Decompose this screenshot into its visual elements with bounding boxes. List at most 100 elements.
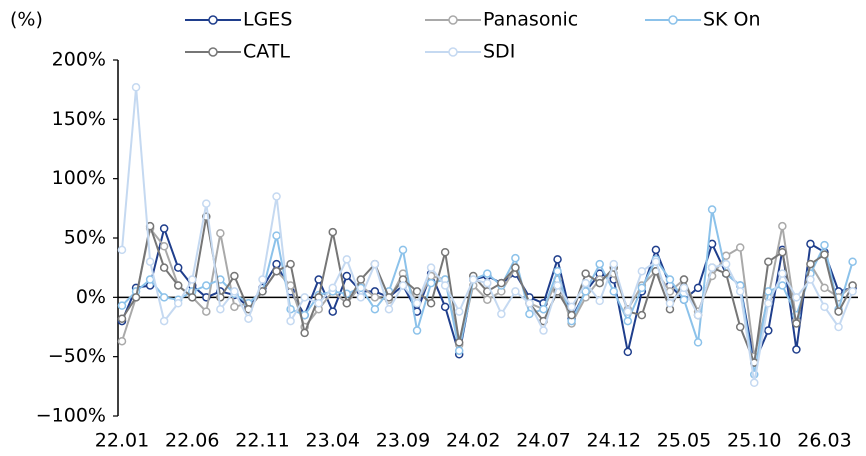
data-point <box>483 278 492 288</box>
data-point <box>707 263 717 272</box>
data-point <box>117 336 127 346</box>
data-point <box>609 259 618 269</box>
data-point <box>370 259 380 269</box>
legend-marker <box>448 47 458 57</box>
data-point <box>314 299 323 308</box>
data-point <box>145 275 155 284</box>
data-point <box>188 275 197 284</box>
data-point <box>820 283 829 293</box>
data-point <box>370 304 380 314</box>
data-point <box>679 275 689 284</box>
data-point <box>426 278 436 288</box>
data-point <box>272 231 281 240</box>
y-tick-label: −100% <box>36 405 106 427</box>
data-point <box>820 240 829 250</box>
data-point <box>173 263 183 272</box>
data-point <box>356 275 366 284</box>
x-tick-label: 24.02 <box>446 430 500 452</box>
data-point <box>792 345 801 354</box>
data-point <box>511 253 520 263</box>
data-point <box>511 287 520 296</box>
data-point <box>623 307 633 316</box>
data-point <box>328 283 337 293</box>
data-point <box>721 269 731 278</box>
x-tick-label: 22.11 <box>235 430 289 452</box>
data-point <box>848 257 857 266</box>
data-point <box>623 316 633 326</box>
data-point <box>117 245 127 255</box>
data-point <box>764 299 773 308</box>
data-point <box>412 287 422 296</box>
data-point <box>342 299 352 308</box>
data-point <box>764 326 773 335</box>
y-tick-label: 200% <box>52 49 106 71</box>
data-point <box>595 278 604 288</box>
data-point <box>637 310 647 320</box>
data-point <box>820 302 829 312</box>
data-point <box>497 309 506 319</box>
data-point <box>454 346 464 355</box>
data-point <box>159 293 169 302</box>
data-point <box>412 326 422 335</box>
x-tick-label: 25.10 <box>727 430 781 452</box>
data-point <box>693 338 703 347</box>
legend-label: Panasonic <box>483 9 578 31</box>
data-point <box>356 293 366 302</box>
data-point <box>511 263 520 272</box>
data-point <box>216 229 225 238</box>
data-point <box>665 299 675 308</box>
data-point <box>412 299 422 308</box>
data-point <box>595 296 604 306</box>
data-point <box>426 299 436 308</box>
data-point <box>159 242 169 251</box>
data-point <box>721 259 731 269</box>
legend-marker <box>208 47 218 57</box>
data-point <box>778 269 787 278</box>
data-point <box>117 301 127 310</box>
data-point <box>778 281 787 290</box>
data-point <box>609 287 618 296</box>
data-point <box>286 259 295 269</box>
legend-marker <box>448 15 458 25</box>
data-point <box>553 281 562 290</box>
x-tick-label: 26.03 <box>797 430 851 452</box>
data-point <box>272 266 281 276</box>
x-tick-label: 22.06 <box>165 430 219 452</box>
data-point <box>595 259 604 269</box>
data-point <box>679 283 689 293</box>
y-tick-label: 150% <box>52 108 106 130</box>
data-point <box>300 328 309 338</box>
x-tick-label: 25.05 <box>657 430 711 452</box>
data-point <box>834 307 843 316</box>
data-point <box>258 275 267 284</box>
data-point <box>426 263 436 272</box>
data-point <box>384 304 394 314</box>
data-point <box>581 278 590 288</box>
data-point <box>159 263 169 272</box>
data-point <box>300 293 309 302</box>
data-point <box>342 271 352 281</box>
data-point <box>764 287 773 296</box>
data-point <box>216 304 225 314</box>
y-tick-label: 0% <box>76 286 106 308</box>
data-point <box>497 278 506 288</box>
data-point <box>173 281 183 290</box>
data-point <box>202 307 211 316</box>
data-point <box>750 378 759 388</box>
data-point <box>440 281 450 290</box>
data-point <box>230 287 239 296</box>
data-point <box>272 192 281 201</box>
data-point <box>525 299 534 308</box>
data-point <box>553 266 562 276</box>
data-point <box>398 245 408 255</box>
data-point <box>707 205 717 214</box>
data-point <box>370 293 380 302</box>
data-point <box>131 293 141 302</box>
data-point <box>651 245 661 255</box>
data-point <box>173 299 183 308</box>
data-point <box>623 347 633 357</box>
data-point <box>581 269 590 278</box>
data-point <box>848 287 857 296</box>
data-point <box>272 259 281 269</box>
data-point <box>539 326 548 335</box>
